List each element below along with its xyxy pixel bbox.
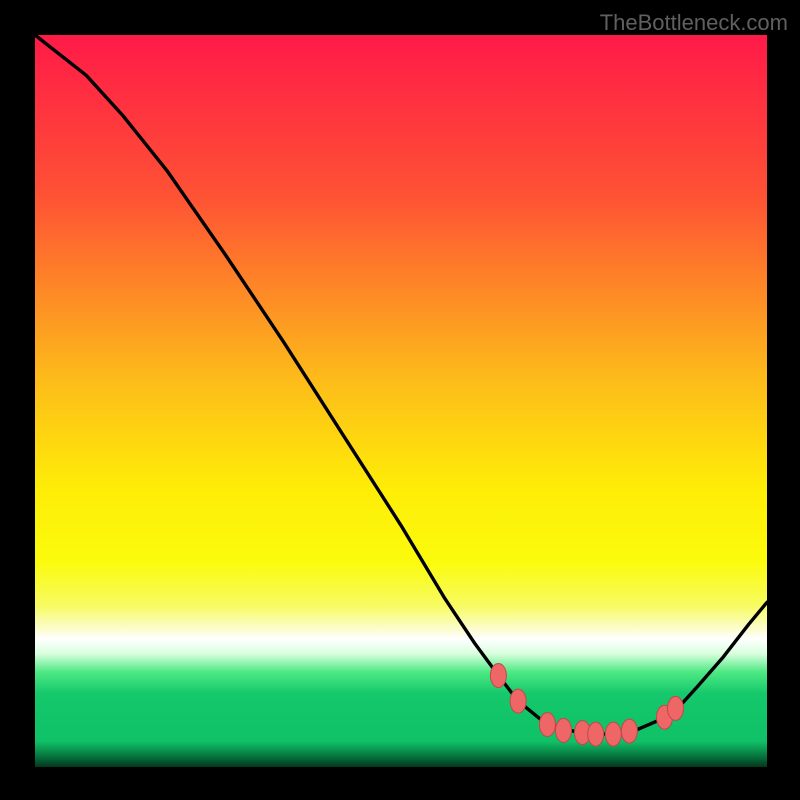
curve-marker: [556, 718, 572, 742]
curve-marker: [510, 689, 526, 713]
curve-marker: [621, 719, 637, 743]
bottleneck-chart: [0, 0, 800, 800]
curve-marker: [539, 713, 555, 737]
curve-marker: [668, 696, 684, 720]
watermark-text: TheBottleneck.com: [600, 10, 788, 36]
curve-marker: [605, 722, 621, 746]
curve-marker: [490, 664, 506, 688]
curve-marker: [588, 722, 604, 746]
